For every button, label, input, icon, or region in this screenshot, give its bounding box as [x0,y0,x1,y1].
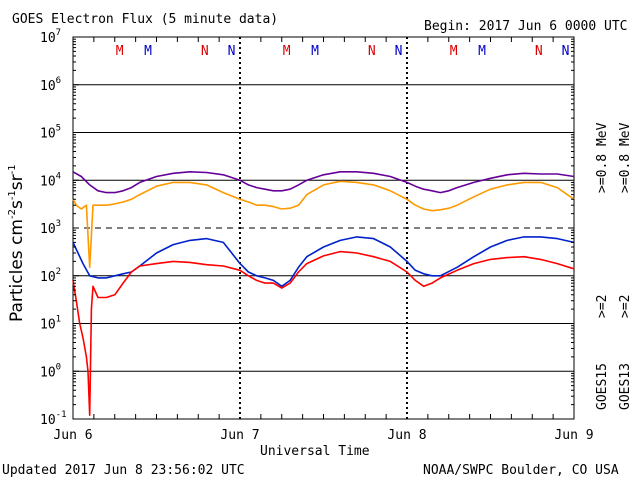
y-tick-label: 104 [40,171,61,189]
y-tick-label: 101 [40,315,61,333]
series-line [72,180,575,269]
updated-time: Updated 2017 Jun 8 23:56:02 UTC [2,463,245,478]
orbit-marker: N [201,44,209,59]
grid-lines [73,84,574,372]
orbit-marker: N [535,44,543,59]
x-tick-label: Jun 8 [387,428,426,443]
legend-goes15-2: >=2 [595,295,610,318]
orbit-marker: M [116,44,124,59]
x-axis-label: Universal Time [260,444,370,459]
legend-goes13-08: >=0.8 MeV [618,122,633,193]
chart-title: GOES Electron Flux (5 minute data) [12,12,278,27]
y-tick-labels: 10-1 100 101 102 103 104 105 106 107 [40,28,574,428]
y-tick-label: 10-1 [40,410,67,428]
series-line [72,250,575,417]
orbit-marker: M [144,44,152,59]
y-tick-label: 100 [40,362,61,380]
orbit-marker: N [395,44,403,59]
begin-time: Begin: 2017 Jun 6 0000 UTC [424,19,628,34]
orbit-marker: N [562,44,570,59]
orbit-marker: M [311,44,319,59]
y-tick-label: 105 [40,124,61,142]
orbit-marker: N [368,44,376,59]
series-line [72,171,575,194]
series-line [72,236,575,288]
legend-goes13-2: >=2 [618,295,633,318]
x-tick-label: Jun 7 [220,428,259,443]
orbit-marker: M [450,44,458,59]
orbit-marker: N [228,44,236,59]
orbit-marker: M [283,44,291,59]
legend-goes15-08: >=0.8 MeV [595,122,610,193]
y-tick-label: 107 [40,28,61,46]
day-separator-ticks [93,37,554,419]
x-tick-labels: Jun 6 Jun 7 Jun 8 Jun 9 [53,428,593,443]
y-axis-label: Particles cm-2s-1sr-1 [7,164,27,322]
plot-frame [72,36,575,420]
y-tick-label: 106 [40,76,61,94]
source-credit: NOAA/SWPC Boulder, CO USA [423,463,619,478]
y-tick-label: 103 [40,219,61,237]
y-tick-label: 102 [40,267,61,285]
x-tick-label: Jun 9 [554,428,593,443]
data-series [72,171,575,417]
x-tick-label: Jun 6 [53,428,92,443]
legend: >=0.8 MeV >=0.8 MeV >=2 >=2 GOES15 GOES1… [595,122,633,410]
orbit-marker: M [478,44,486,59]
legend-goes15: GOES15 [595,363,610,410]
legend-goes13: GOES13 [618,363,633,410]
